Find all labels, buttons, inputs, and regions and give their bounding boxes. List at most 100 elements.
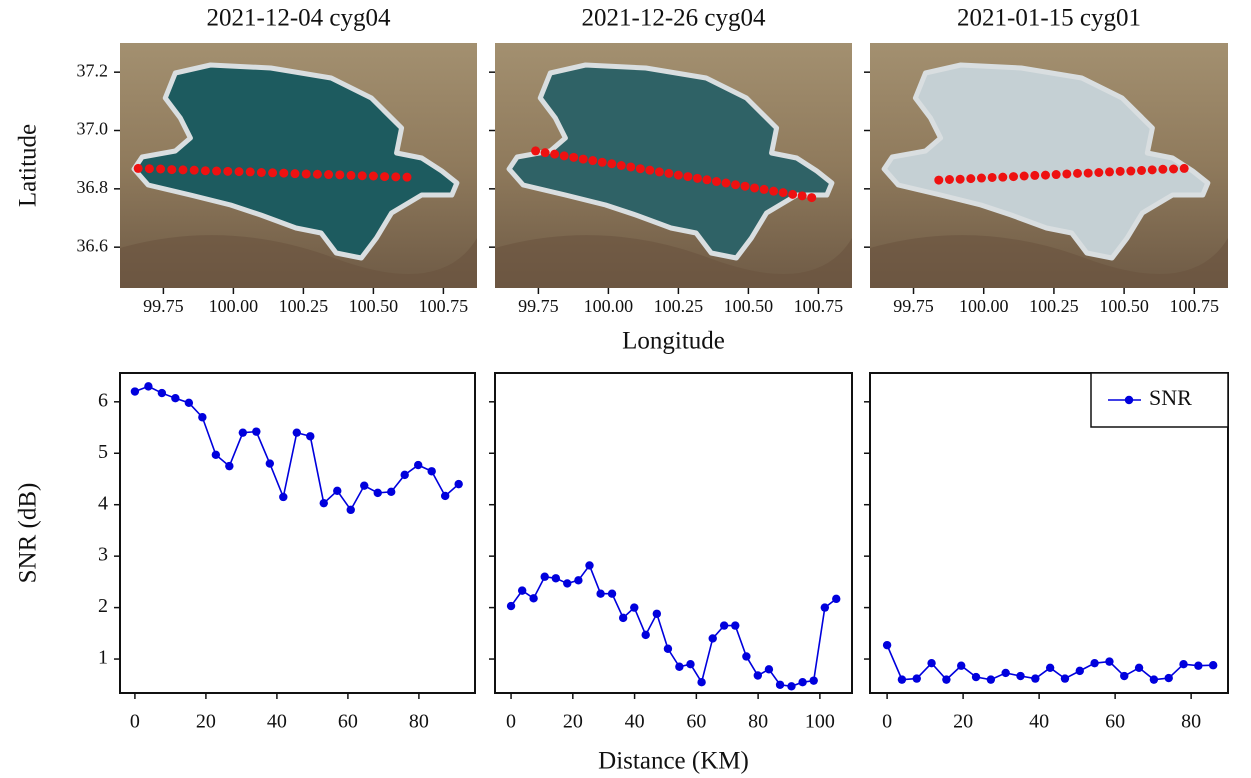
track-point [597,157,607,167]
track-point [1158,164,1168,174]
snr-point [742,652,751,661]
track-point [234,167,244,177]
snr-point [942,675,951,684]
x-tick-label: 99.75 [143,296,184,316]
track-point [731,180,741,190]
y-tick-label: 36.8 [77,177,109,197]
track-point [290,169,300,179]
track-point [1115,166,1125,176]
y-tick-label: 6 [98,389,108,411]
lake [881,62,1211,261]
x-tick-label: 99.75 [518,296,559,316]
track-point [759,184,769,194]
x-tick-label: 100.25 [1029,296,1079,316]
snr-point [1120,671,1129,681]
snr-point [1164,673,1173,683]
x-tick-label: 100 [805,711,835,733]
track-point [692,173,702,183]
track-point [223,166,233,176]
track-point [540,148,550,158]
snr-point [279,492,288,502]
track-point [807,193,817,203]
snr-point [319,498,328,508]
snr-point [346,505,355,515]
snr-point [306,432,315,441]
snr-point [1060,674,1070,683]
snr-point [775,680,785,689]
track-point [740,181,750,191]
panel-title: 2021-12-26 cyg04 [582,5,766,32]
x-tick-label: 0 [882,711,892,733]
snr-point [927,658,936,668]
y-axis-label: Latitude [15,124,42,207]
track-point [1169,164,1179,174]
snr-point [1075,666,1084,676]
x-tick-label: 100.75 [1170,296,1220,316]
snr-point [1208,661,1218,670]
snr-point [596,589,605,598]
track-point [368,171,378,181]
panel-title: 2021-01-15 cyg01 [957,5,1141,32]
snr-point [719,621,729,630]
x-axis-label: Distance (KM) [598,748,749,775]
track-point [711,177,721,187]
track-point [955,174,965,184]
snr-point [506,601,516,611]
snr-point [1045,663,1055,672]
track-point [550,149,560,159]
snr-point [333,486,342,496]
track-point [966,174,976,184]
snr-point [1001,668,1010,678]
snr-point [686,659,695,669]
x-tick-label: 20 [953,711,973,733]
snr-point [697,677,706,687]
track-point [788,189,798,199]
mountain [120,235,477,288]
mountain [870,235,1228,288]
x-tick-label: 100.25 [279,296,329,316]
snr-point [607,589,617,598]
track-point [1179,163,1189,173]
plot-frame [119,372,476,694]
track-point [673,170,683,180]
lake [506,62,835,261]
track-point [607,159,617,169]
track-point [635,164,645,174]
track-point [279,168,289,178]
snr-point [820,603,830,612]
track-point [664,168,674,178]
legend-marker [1124,395,1134,405]
lake [131,62,460,261]
panel-title: 2021-12-04 cyg04 [207,5,391,32]
snr-point [292,428,301,437]
track-point [721,178,731,188]
snr-point [957,661,966,670]
snr-point [882,640,892,650]
track-point [1105,167,1115,177]
snr-point [540,572,549,581]
snr-point [1090,658,1099,668]
snr-point [832,594,841,604]
snr-point [971,672,981,682]
snr-point [912,674,921,683]
y-tick-label: 36.6 [77,235,109,255]
snr-point [211,450,221,460]
track-point [976,173,986,183]
x-tick-label: 80 [748,711,768,733]
x-axis-label: Longitude [622,328,725,355]
snr-point [265,459,275,468]
satellite-image [870,43,1228,288]
track-point [1126,166,1136,176]
snr-point [675,662,684,671]
track-point [1051,170,1061,180]
track-point [559,151,569,161]
y-tick-label: 37.0 [77,119,109,139]
snr-point [574,576,583,585]
x-tick-label: 100.00 [209,296,259,316]
snr-point [400,470,409,480]
track-point [133,163,143,173]
track-point [312,169,322,179]
satellite-image [495,43,852,288]
track-point [324,170,334,180]
track-point [531,146,541,156]
